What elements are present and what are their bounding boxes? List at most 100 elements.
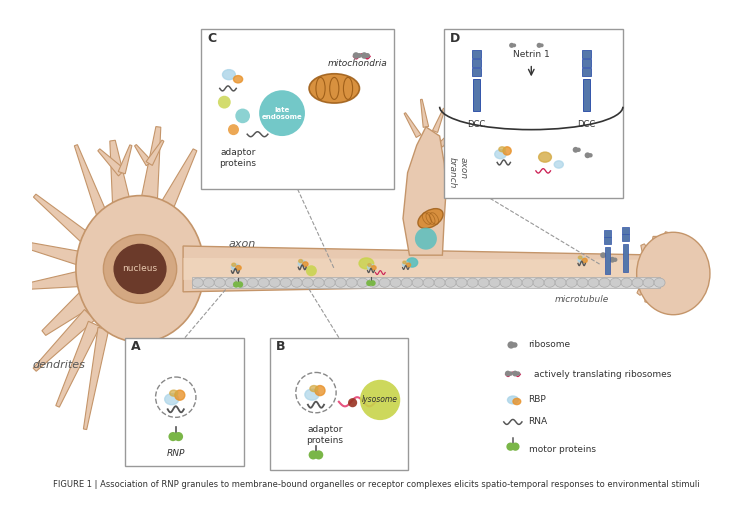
Circle shape	[516, 371, 520, 376]
Ellipse shape	[500, 278, 511, 287]
Polygon shape	[161, 149, 197, 208]
Polygon shape	[432, 108, 445, 133]
Circle shape	[306, 265, 317, 276]
Ellipse shape	[310, 386, 318, 392]
Circle shape	[174, 432, 183, 441]
Polygon shape	[33, 194, 93, 246]
Circle shape	[370, 280, 376, 286]
Bar	[604, 237, 611, 244]
Polygon shape	[141, 126, 161, 201]
Ellipse shape	[467, 278, 478, 287]
Circle shape	[365, 53, 370, 58]
Ellipse shape	[367, 264, 371, 266]
Circle shape	[588, 153, 593, 157]
Circle shape	[576, 148, 581, 152]
Ellipse shape	[302, 278, 313, 287]
Polygon shape	[667, 267, 692, 280]
Text: ribosome: ribosome	[529, 340, 571, 350]
Circle shape	[360, 380, 401, 420]
Polygon shape	[135, 144, 152, 166]
Bar	[605, 247, 610, 274]
Polygon shape	[653, 281, 669, 303]
Ellipse shape	[165, 394, 178, 405]
Circle shape	[604, 253, 608, 258]
Ellipse shape	[222, 69, 236, 80]
Text: dendrites: dendrites	[33, 360, 86, 370]
Polygon shape	[118, 145, 132, 174]
Ellipse shape	[233, 76, 242, 83]
Ellipse shape	[498, 147, 505, 152]
Text: RBP: RBP	[529, 395, 546, 405]
Ellipse shape	[599, 278, 610, 287]
Text: adaptor: adaptor	[221, 148, 256, 157]
Polygon shape	[110, 140, 131, 206]
Circle shape	[169, 432, 178, 441]
Ellipse shape	[406, 263, 410, 267]
Circle shape	[512, 342, 517, 347]
Circle shape	[309, 450, 318, 460]
Bar	[583, 79, 590, 112]
Ellipse shape	[390, 278, 401, 287]
Ellipse shape	[578, 257, 585, 263]
Polygon shape	[655, 248, 673, 269]
Text: late
endosome: late endosome	[262, 106, 303, 120]
Polygon shape	[56, 321, 100, 407]
Bar	[623, 244, 629, 272]
Ellipse shape	[489, 278, 500, 287]
Polygon shape	[20, 270, 87, 290]
Ellipse shape	[247, 278, 258, 287]
Polygon shape	[11, 240, 87, 267]
Circle shape	[506, 443, 514, 451]
Ellipse shape	[309, 74, 359, 103]
Ellipse shape	[582, 258, 587, 263]
Polygon shape	[659, 276, 681, 296]
Ellipse shape	[203, 278, 215, 287]
Text: C: C	[207, 32, 216, 45]
Circle shape	[600, 252, 606, 258]
Circle shape	[348, 398, 357, 407]
Ellipse shape	[495, 150, 506, 159]
Ellipse shape	[636, 232, 710, 315]
Ellipse shape	[643, 278, 654, 287]
Text: DCC: DCC	[577, 120, 596, 130]
Ellipse shape	[368, 278, 380, 287]
Ellipse shape	[478, 278, 489, 287]
Polygon shape	[183, 246, 664, 292]
Text: microtubule: microtubule	[554, 295, 608, 304]
Circle shape	[259, 90, 305, 136]
Polygon shape	[33, 309, 95, 371]
Circle shape	[573, 147, 578, 153]
Text: proteins: proteins	[220, 159, 257, 168]
Polygon shape	[404, 113, 421, 137]
Ellipse shape	[538, 152, 551, 162]
Polygon shape	[42, 288, 96, 336]
Circle shape	[236, 281, 243, 288]
Text: DCC: DCC	[467, 120, 486, 130]
Text: RNP: RNP	[166, 449, 185, 457]
Circle shape	[609, 257, 615, 263]
Polygon shape	[633, 272, 651, 287]
Polygon shape	[183, 258, 664, 280]
Ellipse shape	[367, 264, 374, 270]
Text: nucleus: nucleus	[123, 264, 157, 273]
Ellipse shape	[632, 278, 643, 287]
Ellipse shape	[456, 278, 467, 287]
Circle shape	[415, 228, 437, 250]
Bar	[270, 338, 407, 470]
Ellipse shape	[522, 278, 533, 287]
Ellipse shape	[578, 256, 582, 259]
Ellipse shape	[103, 234, 177, 303]
Bar	[201, 29, 394, 189]
Circle shape	[505, 371, 511, 376]
Ellipse shape	[315, 386, 325, 396]
Text: mitochondria: mitochondria	[328, 59, 387, 68]
Bar	[444, 29, 623, 198]
Ellipse shape	[412, 278, 423, 287]
Circle shape	[218, 96, 230, 108]
Polygon shape	[661, 255, 684, 273]
Bar	[622, 234, 630, 242]
Ellipse shape	[533, 278, 544, 287]
Polygon shape	[637, 277, 654, 296]
Ellipse shape	[445, 278, 456, 287]
Text: lysosome: lysosome	[362, 395, 398, 405]
